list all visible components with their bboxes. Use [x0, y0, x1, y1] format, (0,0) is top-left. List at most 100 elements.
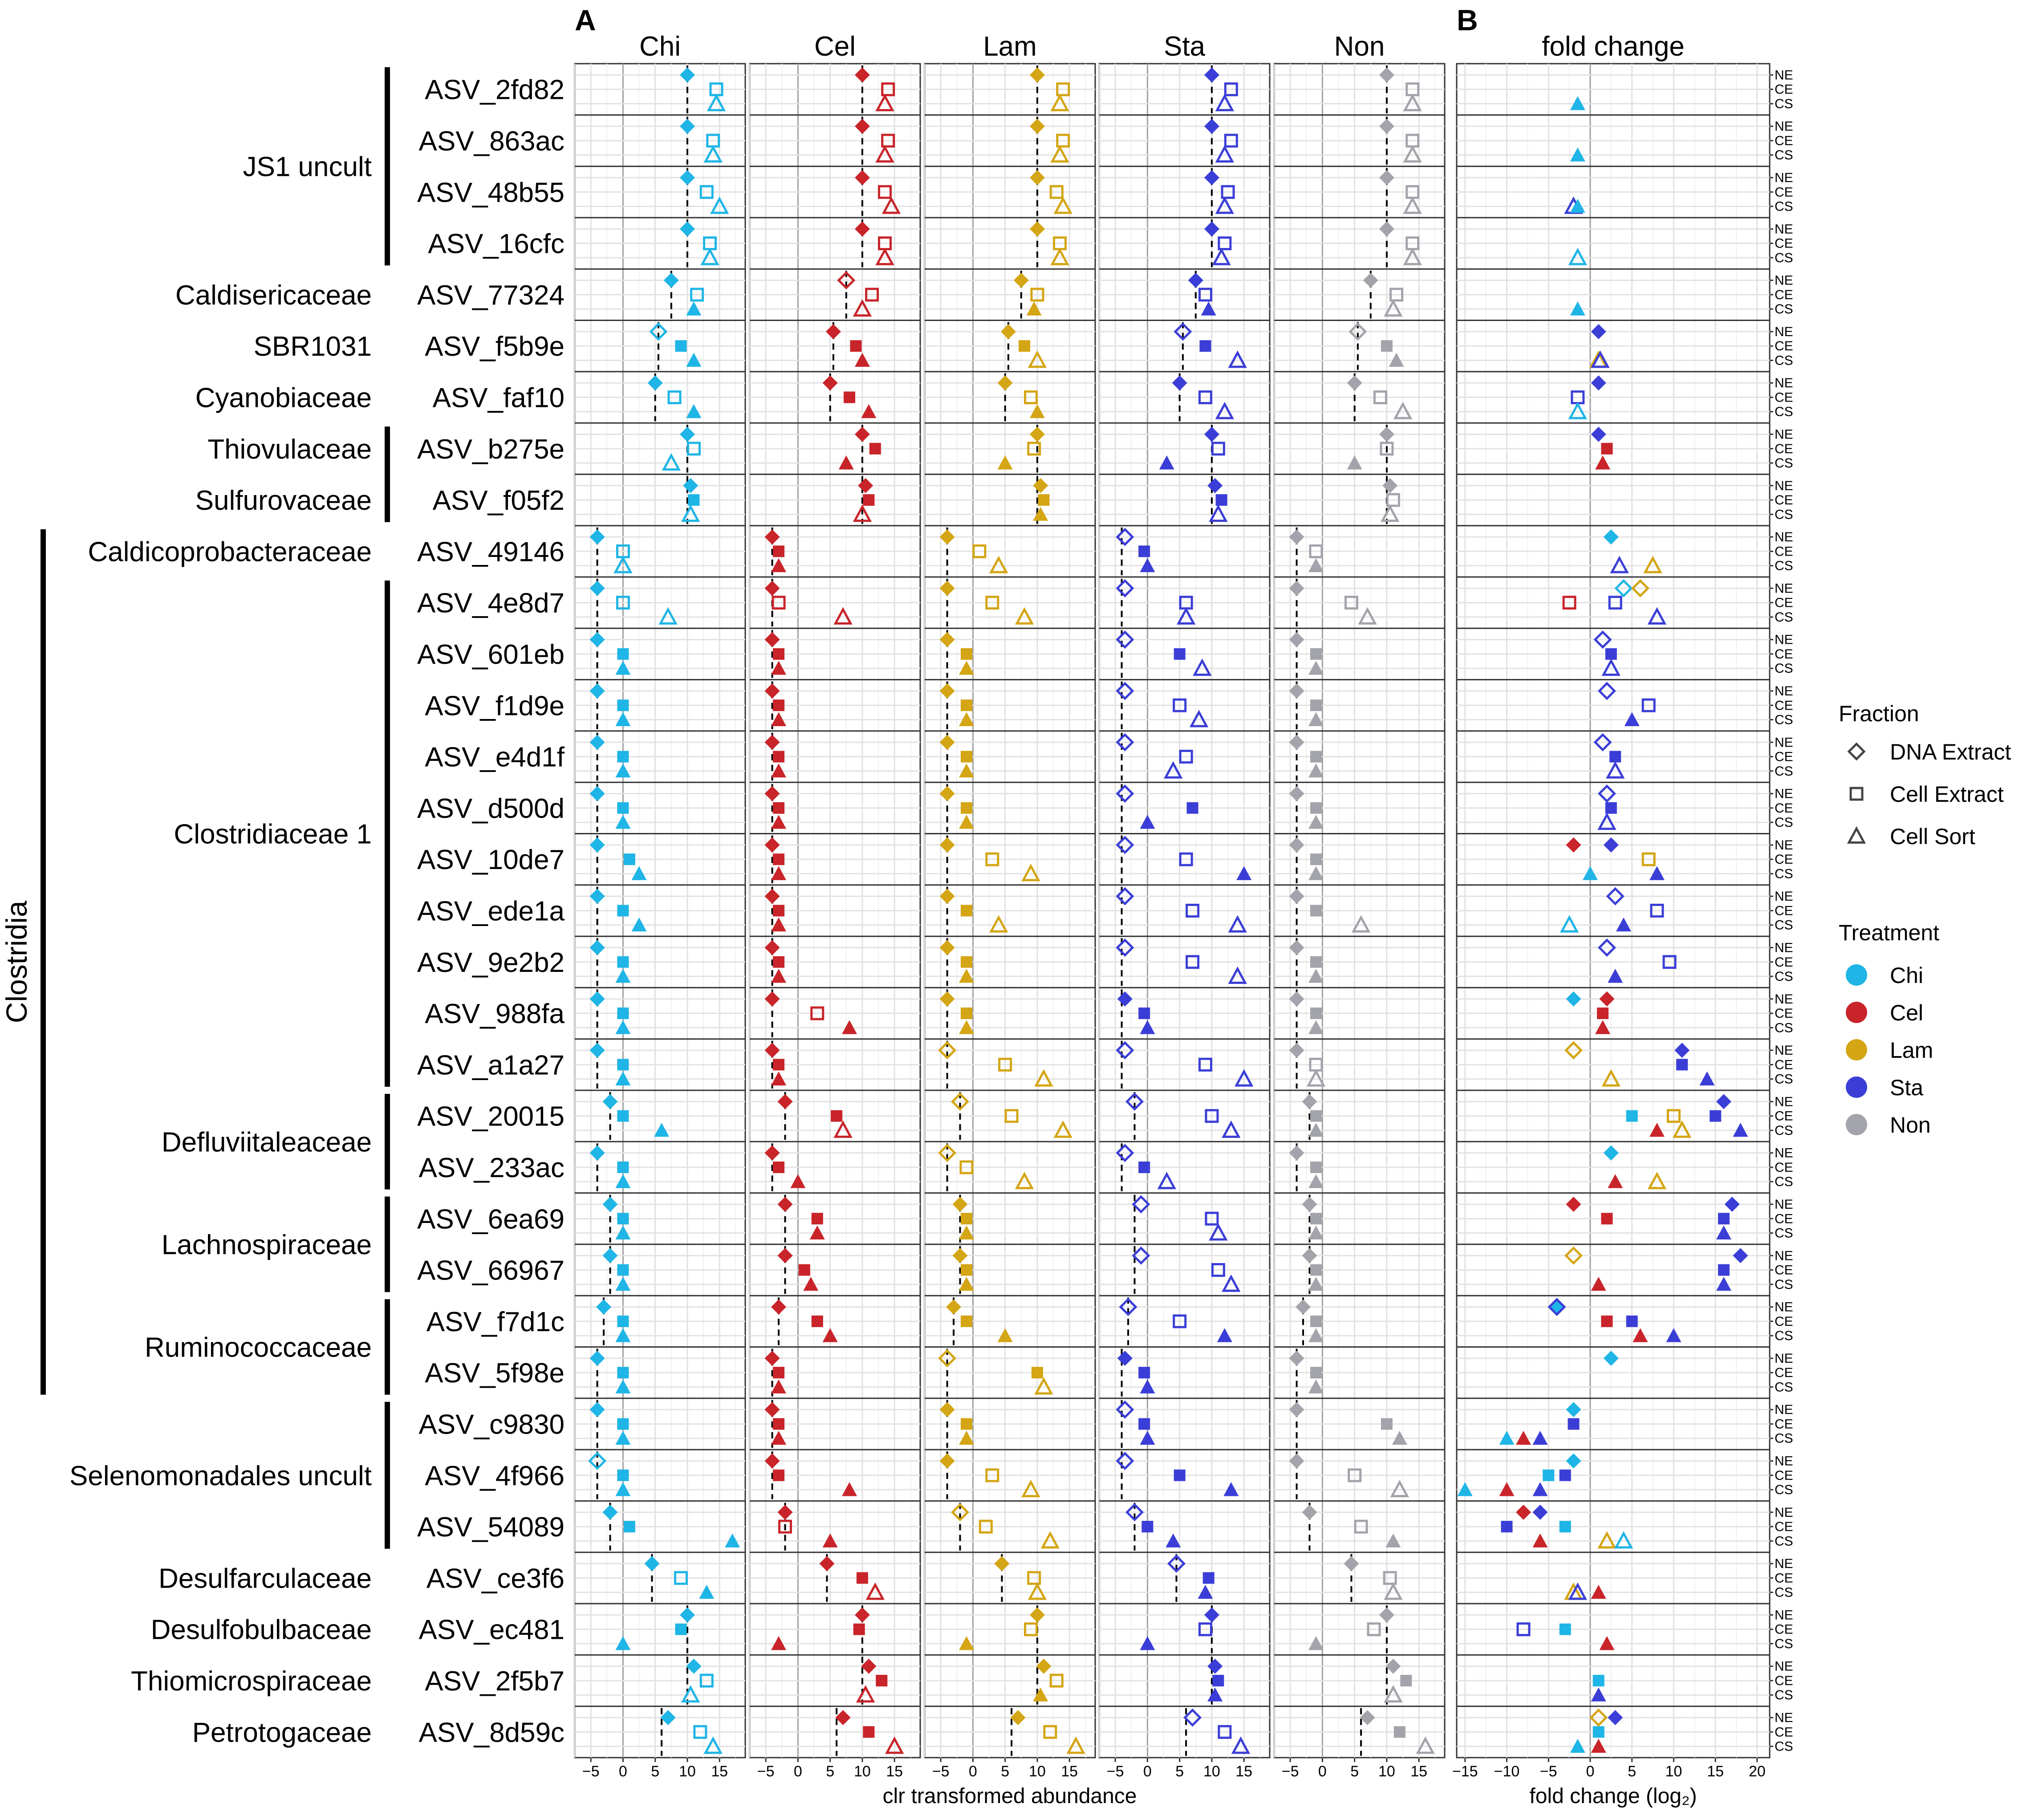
fold-change-point [1601, 1315, 1613, 1327]
data-point [835, 1710, 851, 1725]
legend-fraction-ne-symbol [1847, 742, 1866, 761]
fold-change-point [1566, 837, 1581, 853]
fraction-code-label: CS [1775, 559, 1793, 573]
fraction-code-label: CS [1775, 199, 1793, 214]
data-point [1000, 324, 1016, 339]
data-point [831, 1110, 843, 1122]
data-point [686, 442, 701, 456]
data-point [885, 1736, 904, 1754]
data-point [1198, 1622, 1212, 1637]
data-point [938, 1349, 957, 1368]
fold-change-point [1499, 1482, 1515, 1496]
legend-treatment-non-swatch [1846, 1114, 1867, 1135]
data-point [1344, 1556, 1359, 1572]
fraction-code-label: CS [1775, 251, 1793, 265]
fold-change-point [1566, 1196, 1581, 1212]
fold-change-point [1559, 1469, 1571, 1481]
data-point [844, 391, 856, 403]
fold-change-point [1560, 915, 1579, 933]
fold-change-point [1601, 443, 1613, 455]
fold-change-point [1516, 1622, 1531, 1637]
data-point [773, 1469, 785, 1481]
fraction-code-label: CE [1775, 955, 1793, 970]
data-point [853, 1623, 865, 1635]
data-point [1207, 1658, 1223, 1674]
fold-change-point [1605, 802, 1617, 814]
legend-fraction-ne-label: DNA Extract [1890, 739, 2011, 764]
fraction-code-label: NE [1775, 1043, 1793, 1058]
data-point [602, 1094, 618, 1109]
data-point [1215, 93, 1235, 111]
fraction-code-label: NE [1775, 684, 1793, 699]
data-point [1205, 1109, 1219, 1123]
x-tick-label: −5 [1282, 1763, 1299, 1780]
data-point [1174, 1469, 1186, 1481]
data-point [854, 221, 870, 237]
fraction-code-label: NE [1775, 1402, 1793, 1417]
legend: Fraction DNA Extract Cell Extract Cell Sort… [1839, 701, 2011, 1138]
data-point [617, 648, 629, 660]
data-point [1117, 991, 1133, 1007]
fold-change-point [1562, 596, 1576, 610]
data-point [1379, 221, 1394, 237]
data-point [1358, 607, 1377, 625]
data-point [764, 991, 780, 1007]
data-point [771, 969, 787, 983]
data-point [1013, 272, 1029, 288]
data-point [688, 494, 700, 506]
fraction-code-label: CS [1775, 661, 1793, 676]
fold-change-point [1595, 1020, 1611, 1034]
fold-change-point [1591, 1584, 1606, 1599]
fraction-code-label: NE [1775, 119, 1793, 134]
legend-treatment-cel-label: Cel [1890, 1000, 1923, 1025]
family-label: Ruminococcaceae [145, 1332, 372, 1363]
data-point [771, 661, 787, 675]
fold-change-point [1582, 866, 1598, 880]
data-point [679, 221, 695, 237]
data-point [1119, 1298, 1137, 1316]
fold-change-point [1532, 1430, 1548, 1445]
data-point [623, 853, 635, 865]
x-tick-label: −5 [582, 1763, 600, 1780]
x-tick-label: −5 [932, 1763, 950, 1780]
data-point [1389, 288, 1404, 302]
fold-change-point [1597, 784, 1616, 803]
fraction-code-label: NE [1775, 1094, 1793, 1109]
data-point [1379, 427, 1394, 442]
fold-change-point [1716, 1225, 1731, 1239]
fold-change-point [1568, 1418, 1580, 1430]
fold-change-point [1633, 1328, 1648, 1342]
data-point [959, 1276, 974, 1291]
x-tick-label: 5 [1001, 1763, 1009, 1780]
fold-change-point [1597, 812, 1617, 830]
data-point [1289, 1043, 1304, 1058]
data-point [997, 1328, 1013, 1342]
x-tick-label: 0 [1318, 1763, 1327, 1780]
asv-label: ASV_ede1a [417, 896, 565, 926]
data-point [1218, 1725, 1232, 1739]
data-point [771, 815, 787, 829]
data-point [1116, 1400, 1134, 1419]
data-point [960, 1418, 972, 1430]
fraction-code-label: CS [1775, 302, 1793, 317]
fold-change-point [1515, 1430, 1531, 1445]
data-point [1198, 1057, 1212, 1072]
data-point [1302, 1196, 1317, 1212]
data-point [615, 1276, 631, 1291]
data-point [1049, 185, 1064, 199]
data-point [589, 786, 605, 801]
data-point [686, 1658, 702, 1674]
fraction-code-label: CS [1775, 1226, 1793, 1241]
data-point [773, 802, 785, 814]
x-tick-label: 10 [1203, 1763, 1220, 1780]
data-point [1222, 1120, 1241, 1138]
fraction-code-label: CS [1775, 815, 1793, 830]
data-point [997, 375, 1013, 391]
fold-change-point [1724, 1196, 1740, 1212]
data-point [1379, 170, 1394, 185]
data-point [764, 889, 780, 904]
data-point [939, 1402, 955, 1418]
fraction-code-label: CS [1775, 148, 1793, 162]
data-point [1289, 735, 1304, 750]
family-label: Clostridiaceae 1 [174, 819, 372, 850]
